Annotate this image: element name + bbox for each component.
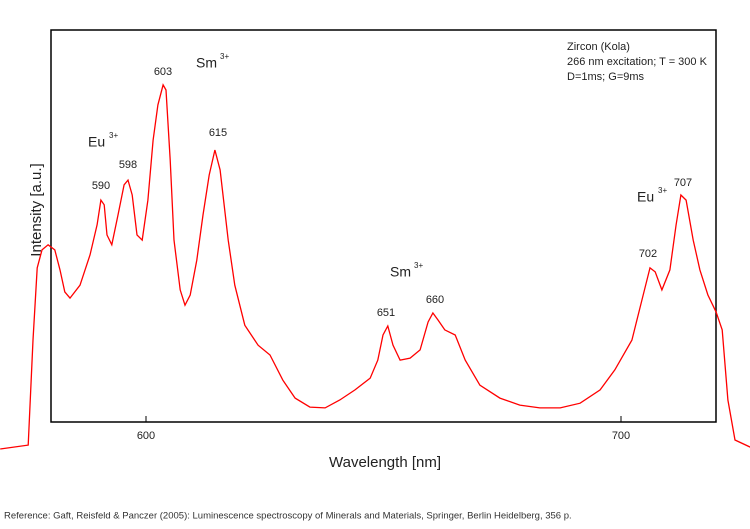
peak-label: 651 (377, 307, 395, 319)
peak-label: 590 (92, 180, 110, 192)
ion-label: Eu (88, 134, 105, 150)
info-line: 266 nm excitation; T = 300 K (567, 56, 708, 68)
ion-label: Eu (637, 189, 654, 205)
peak-label: 702 (639, 248, 657, 260)
peak-label: 707 (674, 177, 692, 189)
x-tick-label: 600 (137, 430, 155, 442)
peak-label: 603 (154, 66, 172, 78)
ion-label: Sm (196, 55, 217, 71)
reference: Reference: Gaft, Reisfeld & Panczer (200… (4, 511, 572, 522)
spectrum-line (0, 83, 750, 450)
peak-label: 615 (209, 127, 227, 139)
ion-sup: 3+ (220, 52, 229, 61)
ion-sup: 3+ (658, 186, 667, 195)
info-line: Zircon (Kola) (567, 41, 630, 53)
peak-label: 598 (119, 159, 137, 171)
x-tick-label: 700 (612, 430, 630, 442)
x-axis-label: Wavelength [nm] (329, 454, 441, 471)
y-axis-label: Intensity [a.u.] (28, 163, 45, 256)
plot-frame (50, 29, 717, 423)
ion-label: Sm (390, 264, 411, 280)
ion-sup: 3+ (414, 261, 423, 270)
ion-sup: 3+ (109, 131, 118, 140)
peak-label: 660 (426, 294, 444, 306)
info-line: D=1ms; G=9ms (567, 71, 645, 83)
